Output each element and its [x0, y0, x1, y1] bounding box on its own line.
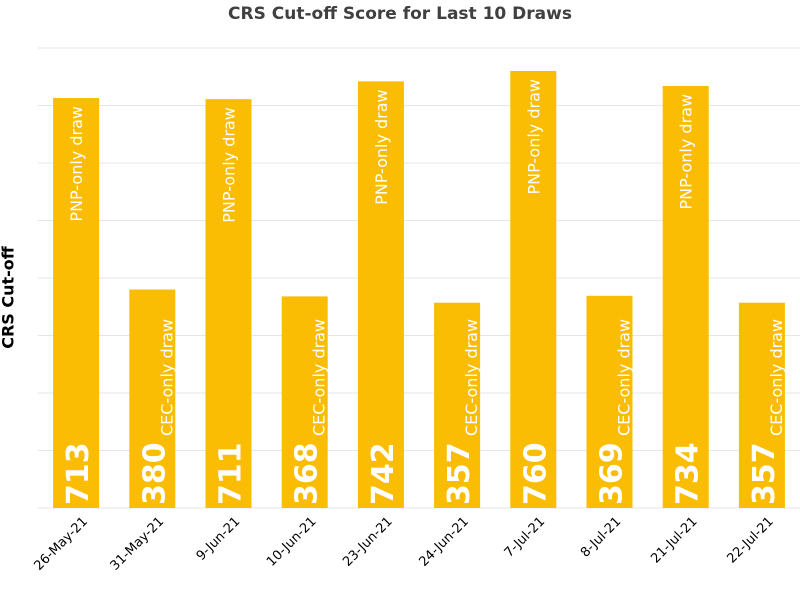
bar-value-label: 742	[366, 442, 401, 505]
x-tick-label: 26-May-21	[31, 514, 90, 573]
bar	[281, 296, 328, 508]
bar	[586, 295, 633, 508]
bar-category-label: CEC-only draw	[462, 319, 481, 436]
x-tick-label: 7-Jul-21	[502, 514, 548, 560]
x-tick-label: 23-Jun-21	[340, 514, 396, 570]
bar	[434, 302, 481, 508]
bar	[205, 99, 252, 509]
x-tick-label: 10-Jun-21	[264, 514, 320, 570]
bar	[53, 98, 100, 509]
bar-value-label: 368	[290, 442, 325, 505]
bar-category-label: CEC-only draw	[310, 319, 329, 436]
bar	[357, 81, 404, 508]
x-tick-label: 21-Jul-21	[648, 514, 700, 566]
x-tick-label: 22-Jul-21	[724, 514, 776, 566]
x-tick-label: 8-Jul-21	[578, 514, 624, 560]
bar-value-label: 760	[518, 442, 553, 505]
bar-category-label: PNP-only draw	[677, 94, 696, 210]
bar-category-label: CEC-only draw	[767, 319, 786, 436]
bar-category-label: PNP-only draw	[67, 106, 86, 222]
bar	[738, 302, 785, 508]
bar-category-label: CEC-only draw	[157, 319, 176, 436]
bar-value-label: 380	[137, 442, 172, 505]
bar	[129, 289, 176, 508]
bar-category-label: PNP-only draw	[220, 107, 239, 223]
bar-category-label: PNP-only draw	[372, 89, 391, 205]
chart-title: CRS Cut-off Score for Last 10 Draws	[228, 4, 572, 24]
bar-value-label: 369	[595, 442, 630, 505]
bar-category-label: CEC-only draw	[615, 319, 634, 436]
bar-category-label: PNP-only draw	[524, 79, 543, 195]
bar-value-label: 713	[61, 442, 96, 505]
bar-value-label: 711	[214, 442, 249, 505]
bar	[510, 71, 557, 508]
bar-value-label: 734	[671, 442, 706, 505]
bar	[662, 85, 709, 508]
x-tick-label: 24-Jun-21	[416, 514, 472, 570]
x-tick-label: 31-May-21	[108, 514, 167, 573]
bar-value-label: 357	[747, 442, 782, 505]
x-tick-label: 9-Jun-21	[194, 514, 244, 564]
bar-value-label: 357	[442, 442, 477, 505]
